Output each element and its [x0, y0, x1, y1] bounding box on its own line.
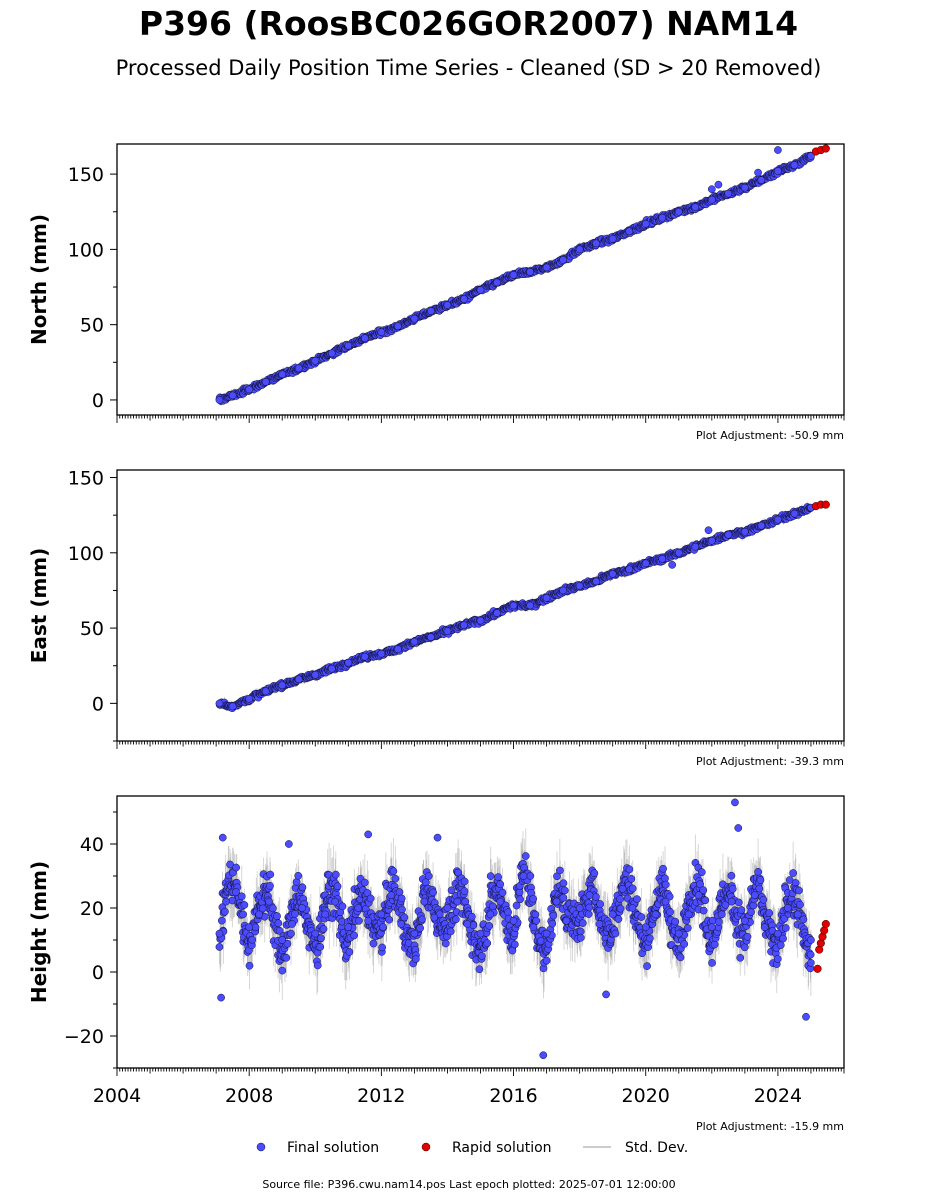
final-point — [724, 530, 733, 539]
final-point — [245, 385, 254, 394]
final-point — [410, 637, 419, 646]
y-tick-label: 0 — [92, 693, 104, 715]
final-point — [641, 219, 650, 228]
final-point — [261, 687, 270, 696]
final-point — [674, 207, 683, 216]
final-point — [774, 167, 782, 175]
final-point — [311, 356, 320, 365]
chart-subtitle: Processed Daily Position Time Series - C… — [115, 56, 822, 80]
final-point — [476, 616, 485, 625]
rapid-point — [821, 500, 830, 509]
y-tick-label: 50 — [80, 315, 104, 337]
final-point — [790, 509, 799, 518]
y-axis-label: East (mm) — [27, 548, 51, 664]
final-point — [344, 341, 353, 350]
final-point — [228, 702, 237, 711]
final-point — [575, 245, 584, 254]
outlier-point — [668, 561, 677, 569]
final-point — [724, 189, 733, 198]
final-point — [443, 301, 452, 309]
final-point — [575, 582, 584, 590]
final-point — [542, 594, 551, 602]
final-point — [658, 554, 667, 563]
final-point — [427, 633, 435, 641]
outlier-point — [704, 526, 713, 535]
final-point — [559, 586, 567, 595]
final-point — [757, 176, 766, 184]
final-point — [658, 213, 667, 222]
final-point — [526, 601, 534, 610]
final-point — [741, 183, 749, 192]
final-point — [757, 521, 766, 530]
y-tick-label: 150 — [68, 164, 104, 186]
final-point — [311, 670, 320, 679]
final-point — [691, 542, 700, 551]
y-tick-label: 50 — [80, 618, 104, 640]
final-point — [790, 161, 799, 169]
final-point — [215, 396, 224, 404]
final-point — [278, 370, 287, 379]
plot-adjustment: Plot Adjustment: -50.9 mm — [696, 429, 844, 442]
plot-adjustment: Plot Adjustment: -39.3 mm — [696, 755, 844, 768]
final-point — [377, 649, 386, 658]
final-point — [360, 334, 369, 343]
final-point — [625, 565, 634, 574]
final-point — [559, 256, 567, 264]
final-point — [493, 278, 501, 287]
final-point — [608, 570, 617, 578]
final-point — [427, 307, 435, 315]
final-point — [460, 295, 468, 303]
final-point — [509, 601, 518, 610]
rapid-point — [821, 144, 830, 153]
final-point — [625, 227, 634, 236]
final-point — [608, 235, 617, 243]
y-tick-label: 100 — [68, 543, 104, 565]
final-point — [741, 527, 749, 536]
y-tick-label: 150 — [68, 468, 104, 490]
final-point — [641, 559, 650, 568]
chart-title: P396 (RoosBC026GOR2007) NAM14 — [138, 4, 799, 43]
final-point — [394, 645, 402, 654]
final-point — [377, 328, 386, 337]
final-point — [774, 515, 782, 524]
final-point — [394, 322, 402, 331]
final-point — [707, 536, 716, 545]
panel-0: 0 50 100 150 North (mm) Plot Adjustment: -50.… — [27, 143, 845, 442]
outlier-point — [754, 168, 762, 177]
y-tick-label: 0 — [92, 390, 104, 412]
final-point — [294, 675, 303, 684]
final-point — [691, 203, 700, 212]
outlier-point — [774, 146, 782, 154]
final-point — [215, 699, 224, 708]
final-point — [592, 239, 601, 248]
final-point — [261, 378, 270, 386]
final-point — [327, 349, 336, 358]
final-point — [278, 681, 287, 690]
final-point — [410, 314, 419, 323]
final-point — [245, 694, 254, 703]
final-point — [443, 627, 452, 635]
final-point — [674, 548, 683, 557]
final-point — [493, 609, 501, 617]
final-point — [344, 658, 353, 667]
outlier-point — [707, 185, 716, 194]
final-point — [592, 577, 601, 586]
final-point — [294, 364, 303, 373]
outlier-point — [714, 180, 723, 189]
final-point — [542, 263, 551, 272]
final-point — [460, 621, 468, 629]
final-point — [509, 271, 518, 279]
final-point — [807, 152, 815, 160]
final-point — [360, 652, 369, 661]
final-point — [476, 286, 485, 294]
y-axis-label: North (mm) — [27, 214, 51, 345]
panel-1: 0 50 100 150 East (mm) Plot Adjustment: -39.3… — [27, 468, 845, 768]
y-tick-label: 100 — [68, 239, 104, 261]
final-point — [228, 391, 237, 400]
final-point — [707, 195, 716, 204]
final-point — [526, 268, 534, 276]
final-point — [327, 664, 336, 673]
